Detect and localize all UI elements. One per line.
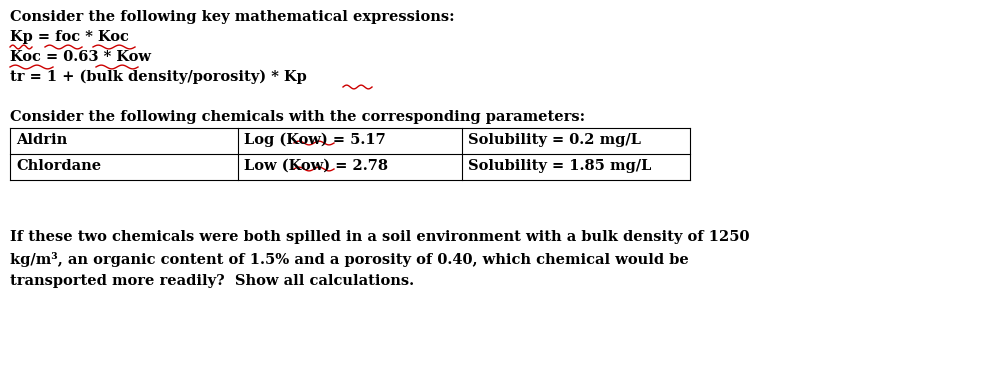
Text: kg/m³, an organic content of 1.5% and a porosity of 0.40, which chemical would b: kg/m³, an organic content of 1.5% and a … [10, 252, 689, 267]
Text: Consider the following key mathematical expressions:: Consider the following key mathematical … [10, 10, 455, 24]
Text: tr = 1 + (bulk density/porosity) * Kp: tr = 1 + (bulk density/porosity) * Kp [10, 70, 306, 84]
Text: transported more readily?  Show all calculations.: transported more readily? Show all calcu… [10, 274, 414, 288]
Text: Solubility = 1.85 mg/L: Solubility = 1.85 mg/L [468, 159, 651, 173]
Text: Chlordane: Chlordane [16, 159, 101, 173]
Text: If these two chemicals were both spilled in a soil environment with a bulk densi: If these two chemicals were both spilled… [10, 230, 750, 244]
Text: Koc = 0.63 * Kow: Koc = 0.63 * Kow [10, 50, 151, 64]
Text: Aldrin: Aldrin [16, 133, 67, 147]
Text: Solubility = 0.2 mg/L: Solubility = 0.2 mg/L [468, 133, 641, 147]
Text: Low (Kow) = 2.78: Low (Kow) = 2.78 [244, 159, 388, 173]
Text: Consider the following chemicals with the corresponding parameters:: Consider the following chemicals with th… [10, 110, 585, 124]
Text: Kp = foc * Koc: Kp = foc * Koc [10, 30, 129, 44]
Text: Log (Kow) = 5.17: Log (Kow) = 5.17 [244, 133, 386, 147]
